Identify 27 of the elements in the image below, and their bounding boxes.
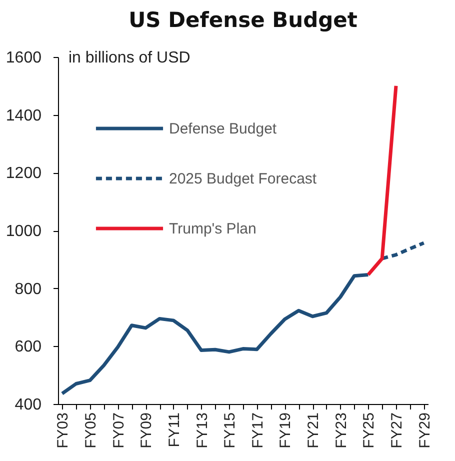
x-tick-label: FY17 bbox=[249, 412, 266, 448]
legend-label: 2025 Budget Forecast bbox=[169, 170, 318, 188]
x-tick-label: FY29 bbox=[416, 412, 434, 448]
line-series bbox=[60, 272, 370, 396]
x-tick-label: FY07 bbox=[110, 412, 128, 448]
x-tick-label: FY27 bbox=[388, 412, 406, 448]
y-tick-label: 1200 bbox=[6, 165, 42, 182]
chart-title: US Defense Budget bbox=[128, 8, 358, 32]
x-tick-label: FY03 bbox=[54, 412, 72, 448]
x-tick-label: FY05 bbox=[82, 412, 100, 448]
y-tick-label: 400 bbox=[14, 396, 42, 414]
x-tick-label: FY21 bbox=[305, 412, 322, 448]
legend-label: Defense Budget bbox=[169, 120, 278, 138]
y-tick-label: 600 bbox=[14, 338, 42, 356]
y-tick-label: 800 bbox=[14, 280, 42, 298]
y-tick-label: 1400 bbox=[6, 107, 42, 124]
x-tick-label: FY23 bbox=[332, 412, 350, 448]
x-tick-label: FY09 bbox=[138, 412, 156, 448]
y-tick-label: 1600 bbox=[6, 50, 42, 66]
y-tick-label: 1000 bbox=[6, 223, 42, 240]
legend-label: Trump's Plan bbox=[169, 220, 256, 238]
x-tick-label: FY19 bbox=[277, 412, 294, 448]
x-tick-label: FY11 bbox=[166, 412, 183, 448]
x-tick-label: FY15 bbox=[222, 412, 239, 448]
y-axis-title: in billions of USD bbox=[68, 50, 190, 66]
x-tick-label: FY13 bbox=[194, 412, 211, 448]
x-tick-label: FY25 bbox=[360, 412, 378, 448]
